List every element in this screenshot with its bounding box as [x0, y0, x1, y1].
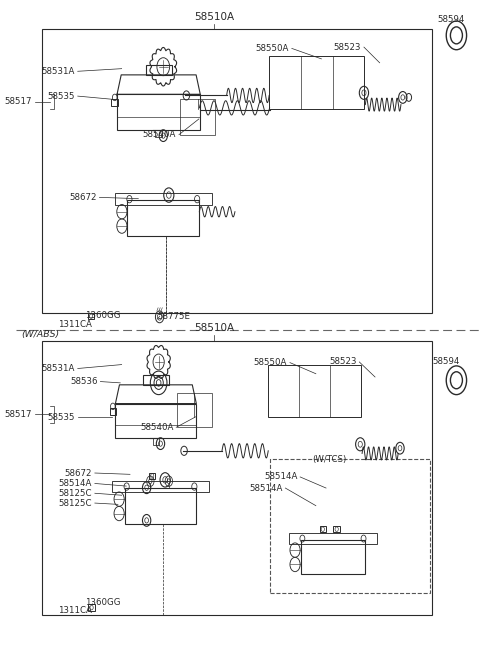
Bar — [115, 403, 196, 438]
Text: 58125C: 58125C — [59, 499, 92, 508]
Bar — [180, 99, 215, 135]
Text: 58775E: 58775E — [158, 312, 191, 321]
Text: 58125C: 58125C — [59, 489, 92, 498]
Text: 58523: 58523 — [334, 43, 361, 52]
Text: 58535: 58535 — [48, 413, 75, 422]
Text: 58540A: 58540A — [143, 130, 176, 139]
Bar — [112, 481, 209, 492]
Bar — [143, 375, 168, 385]
Text: 58594: 58594 — [432, 357, 460, 366]
Text: 58510A: 58510A — [194, 323, 234, 333]
Text: 58523: 58523 — [329, 358, 357, 367]
Text: 58514A: 58514A — [59, 479, 92, 488]
Bar — [289, 533, 377, 544]
Text: 58672: 58672 — [69, 193, 96, 202]
Bar — [300, 540, 365, 573]
Bar — [153, 438, 159, 445]
Bar — [125, 487, 196, 523]
Text: 58550A: 58550A — [256, 44, 289, 53]
Bar — [145, 65, 172, 75]
Text: 58540A: 58540A — [140, 422, 173, 432]
Text: 58531A: 58531A — [42, 67, 75, 76]
Text: 58535: 58535 — [48, 92, 75, 100]
Text: 1360GG: 1360GG — [84, 598, 120, 607]
Text: 58514A: 58514A — [249, 483, 283, 493]
Text: 58536: 58536 — [70, 377, 97, 386]
Bar — [111, 99, 118, 106]
Bar — [270, 459, 430, 592]
Text: 58672: 58672 — [65, 468, 92, 478]
Bar — [268, 365, 360, 417]
Bar — [156, 131, 162, 137]
Bar — [117, 94, 200, 131]
Bar — [149, 473, 156, 479]
Text: 1311CA: 1311CA — [58, 606, 92, 615]
Bar — [115, 194, 212, 205]
Bar — [128, 200, 199, 236]
Text: 1311CA: 1311CA — [58, 319, 92, 329]
Text: 58517: 58517 — [4, 410, 32, 419]
Text: 58517: 58517 — [4, 98, 32, 106]
Text: 58550A: 58550A — [254, 358, 287, 367]
Bar — [88, 313, 95, 319]
Bar — [42, 29, 432, 313]
Text: 58510A: 58510A — [194, 12, 234, 22]
Bar — [109, 408, 116, 415]
Bar — [88, 604, 95, 611]
Text: 1360GG: 1360GG — [84, 311, 120, 320]
Bar — [320, 526, 326, 533]
Bar — [177, 394, 212, 427]
Text: (W/ABS): (W/ABS) — [21, 330, 59, 339]
Text: (W/TCS): (W/TCS) — [312, 455, 347, 464]
Text: 58594: 58594 — [437, 15, 465, 24]
Bar — [42, 341, 432, 615]
Bar — [269, 56, 364, 109]
Bar — [334, 526, 340, 533]
Text: 58514A: 58514A — [264, 472, 298, 482]
Text: 58531A: 58531A — [42, 364, 75, 373]
